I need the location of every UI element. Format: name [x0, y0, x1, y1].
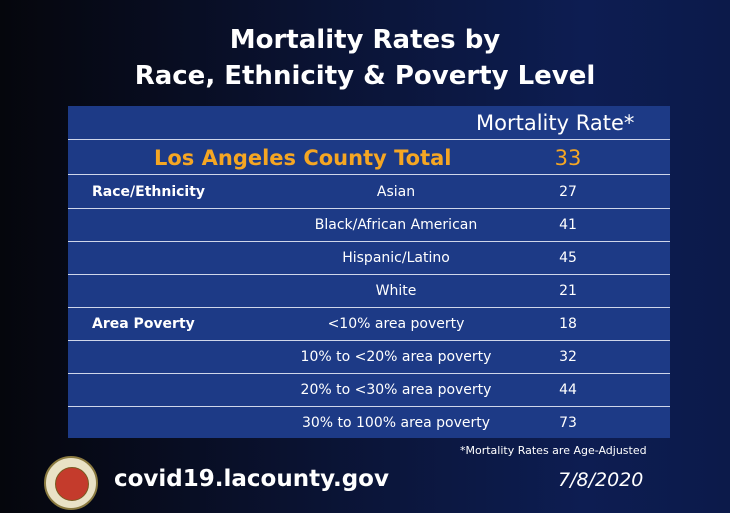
row-rate: 73: [559, 414, 577, 431]
slide-title: Mortality Rates by Race, Ethnicity & Pov…: [0, 22, 730, 94]
table-row: Hispanic/Latino 45: [68, 242, 670, 275]
total-label: Los Angeles County Total: [154, 145, 452, 170]
row-rate: 21: [559, 283, 577, 299]
row-rate: 32: [559, 349, 577, 365]
table-row: 20% to <30% area poverty 44: [68, 374, 670, 407]
row-group: 30% to 100% area poverty: [301, 414, 491, 431]
rate-column-header: Mortality Rate*: [476, 110, 635, 135]
row-category: Area Poverty: [92, 316, 195, 332]
table-row: Black/African American 41: [68, 209, 670, 242]
total-row: Los Angeles County Total 33: [68, 141, 670, 175]
row-rate: 44: [559, 382, 577, 398]
table-row: Area Poverty <10% area poverty 18: [68, 308, 670, 341]
website-url: covid19.lacounty.gov: [114, 466, 389, 492]
title-line-1: Mortality Rates by: [229, 25, 501, 55]
row-rate: 45: [559, 250, 577, 266]
footnote: *Mortality Rates are Age-Adjusted: [460, 444, 647, 457]
table-header-row: Mortality Rate*: [68, 106, 670, 140]
row-rate: 27: [559, 184, 577, 200]
row-group: Asian: [376, 184, 416, 200]
total-value: 33: [554, 145, 582, 170]
table-row: White 21: [68, 275, 670, 308]
row-rate: 41: [559, 217, 577, 233]
table-row: 10% to <20% area poverty 32: [68, 341, 670, 374]
table-row: 30% to 100% area poverty 73: [68, 407, 670, 438]
row-group: <10% area poverty: [327, 316, 465, 332]
mortality-table: Mortality Rate* Los Angeles County Total…: [68, 106, 670, 438]
title-line-2: Race, Ethnicity & Poverty Level: [134, 61, 596, 91]
row-category: Race/Ethnicity: [92, 184, 206, 200]
row-group: Hispanic/Latino: [342, 250, 450, 266]
row-rate: 18: [559, 316, 577, 332]
county-seal-icon: [44, 456, 98, 510]
row-group: 20% to <30% area poverty: [300, 382, 492, 398]
row-group: 10% to <20% area poverty: [300, 349, 492, 365]
table-row: Race/Ethnicity Asian 27: [68, 176, 670, 209]
slide-date: 7/8/2020: [558, 469, 644, 491]
row-group: White: [375, 283, 417, 299]
row-group: Black/African American: [314, 217, 478, 233]
